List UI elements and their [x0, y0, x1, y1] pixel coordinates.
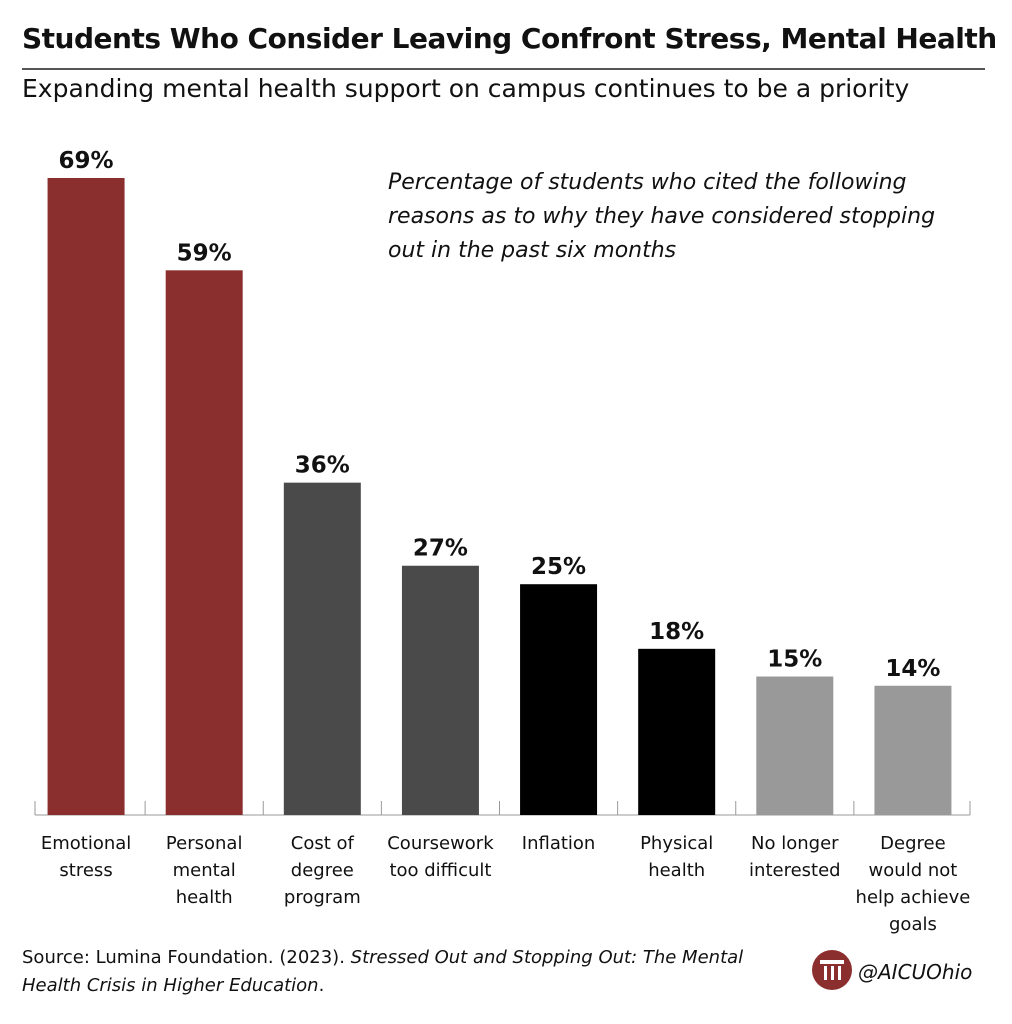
x-tick-label: health [176, 887, 233, 908]
bar [520, 584, 598, 815]
x-tick-label: help achieve [856, 887, 971, 908]
value-label: 69% [59, 148, 114, 174]
x-tick-label: interested [749, 860, 841, 881]
source: Source: Lumina Foundation. (2023). Stres… [22, 944, 792, 1000]
x-tick-label: Coursework [387, 833, 494, 854]
value-label: 27% [413, 536, 468, 562]
chart-title: Students Who Consider Leaving Confront S… [22, 22, 997, 55]
x-tick-label: health [648, 860, 705, 881]
value-label: 36% [295, 453, 350, 479]
bar [638, 648, 716, 815]
bar [47, 178, 125, 815]
value-label: 15% [767, 647, 822, 673]
x-tick-label: degree [291, 860, 354, 881]
x-tick-label: goals [889, 914, 937, 935]
handle: @AICUOhio [858, 960, 973, 984]
subtitle: Expanding mental health support on campu… [22, 74, 910, 103]
source-text: Source: Lumina Foundation. (2023). [22, 947, 345, 968]
x-tick-label: Cost of [291, 833, 355, 854]
x-tick-label: Personal [166, 833, 243, 854]
x-tick-label: Physical [640, 833, 713, 854]
source-end: . [318, 975, 325, 996]
x-tick-label: mental [173, 860, 236, 881]
x-tick-label: too difficult [389, 860, 491, 881]
bar [756, 676, 834, 815]
x-tick-label: Degree [880, 833, 946, 854]
value-label: 59% [177, 240, 232, 266]
bar [401, 565, 479, 815]
bar [874, 685, 952, 815]
x-tick-label: program [284, 887, 361, 908]
x-tick-label: would not [869, 860, 958, 881]
bar [165, 270, 243, 815]
x-tick-label: stress [59, 860, 112, 881]
source-title: Stressed Out and Stopping Out: The Menta… [22, 947, 744, 996]
x-tick-label: Inflation [522, 833, 596, 854]
x-tick-label: No longer [751, 833, 839, 854]
bar [283, 482, 361, 815]
value-label: 18% [649, 619, 704, 645]
value-label: 25% [531, 554, 586, 580]
title-rule [22, 68, 985, 70]
x-tick-label: Emotional [41, 833, 131, 854]
annotation: Percentage of students who cited the fol… [388, 170, 936, 263]
value-label: 14% [885, 656, 940, 682]
logo [812, 950, 852, 990]
